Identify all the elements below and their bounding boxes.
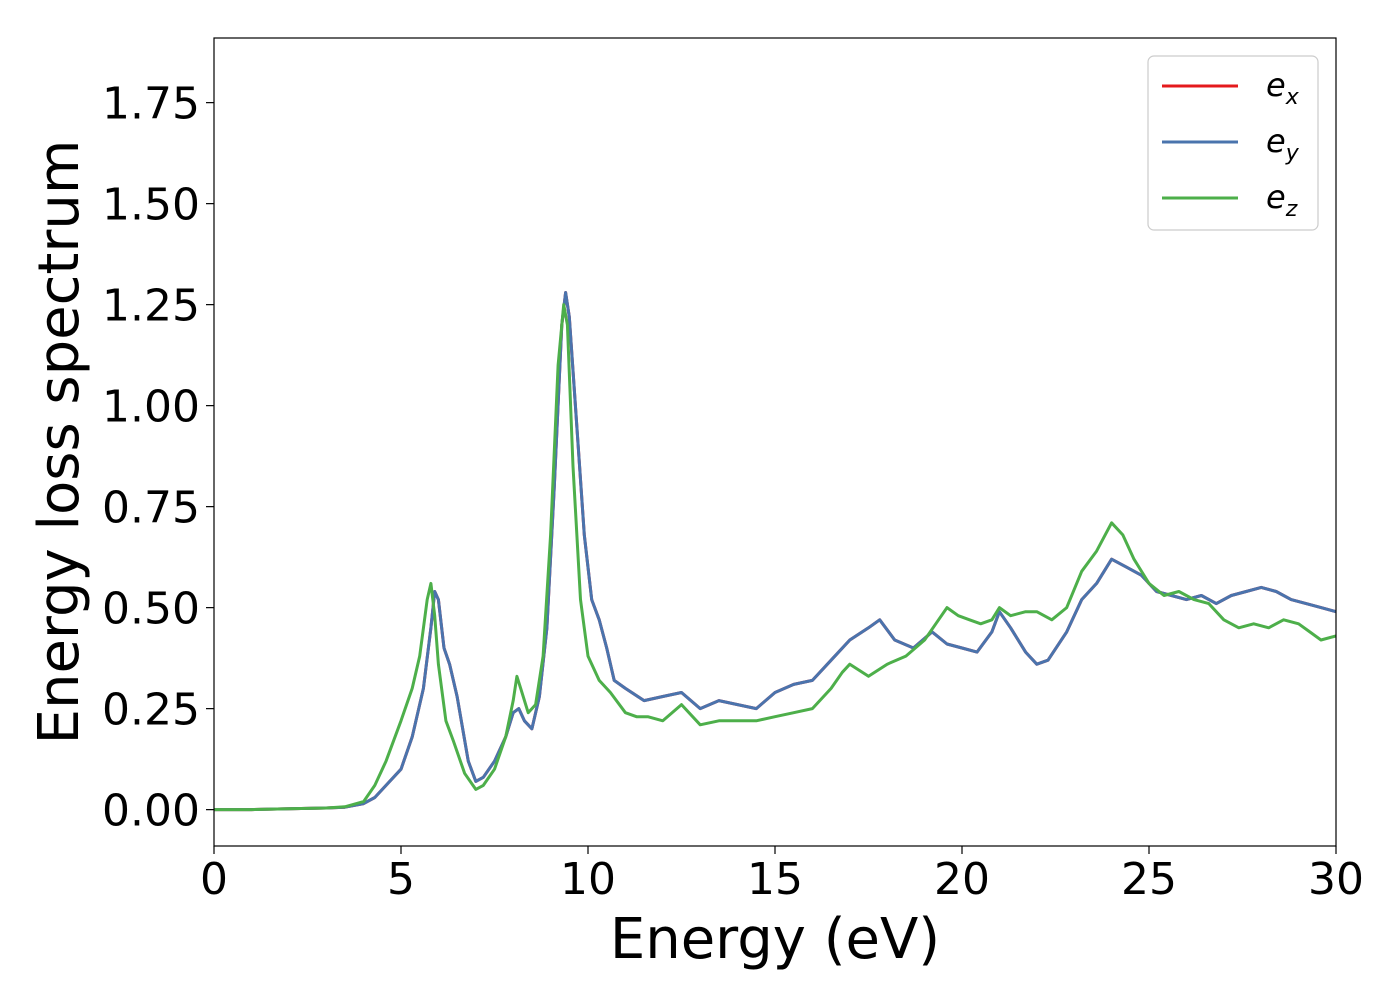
series-line-ex: [214, 291, 1336, 812]
x-tick-label: 15: [747, 854, 803, 905]
legend-label-ey: ey: [1266, 122, 1300, 166]
series-line-ez: [214, 303, 1336, 812]
y-tick-label: 1.50: [102, 180, 200, 231]
legend-label-ex: ex: [1266, 66, 1300, 110]
y-axis: 0.00 0.25 0.50 0.75 1.00 1.25 1.50 1.75: [102, 79, 214, 837]
series-line-ey: [214, 291, 1336, 812]
y-axis-title: Energy loss spectrum: [27, 140, 92, 745]
y-tick-label: 0.25: [102, 685, 200, 736]
x-tick-label: 10: [560, 854, 616, 905]
y-tick-label: 1.00: [102, 382, 200, 433]
legend: ex ey ez: [1147, 55, 1319, 231]
x-axis: 0 5 10 15 20 25 30: [200, 846, 1364, 905]
y-tick-label: 1.25: [102, 281, 200, 332]
y-tick-label: 1.75: [102, 79, 200, 130]
x-tick-label: 30: [1308, 854, 1364, 905]
plot-lines: [214, 291, 1336, 812]
x-tick-label: 20: [934, 854, 990, 905]
x-tick-label: 5: [387, 854, 415, 905]
x-axis-title: Energy (eV): [610, 907, 940, 972]
y-tick-label: 0.00: [102, 786, 200, 837]
x-tick-label: 0: [200, 854, 228, 905]
legend-label-ez: ez: [1266, 178, 1298, 222]
y-tick-label: 0.75: [102, 483, 200, 534]
x-tick-label: 25: [1121, 854, 1177, 905]
y-tick-label: 0.50: [102, 584, 200, 635]
